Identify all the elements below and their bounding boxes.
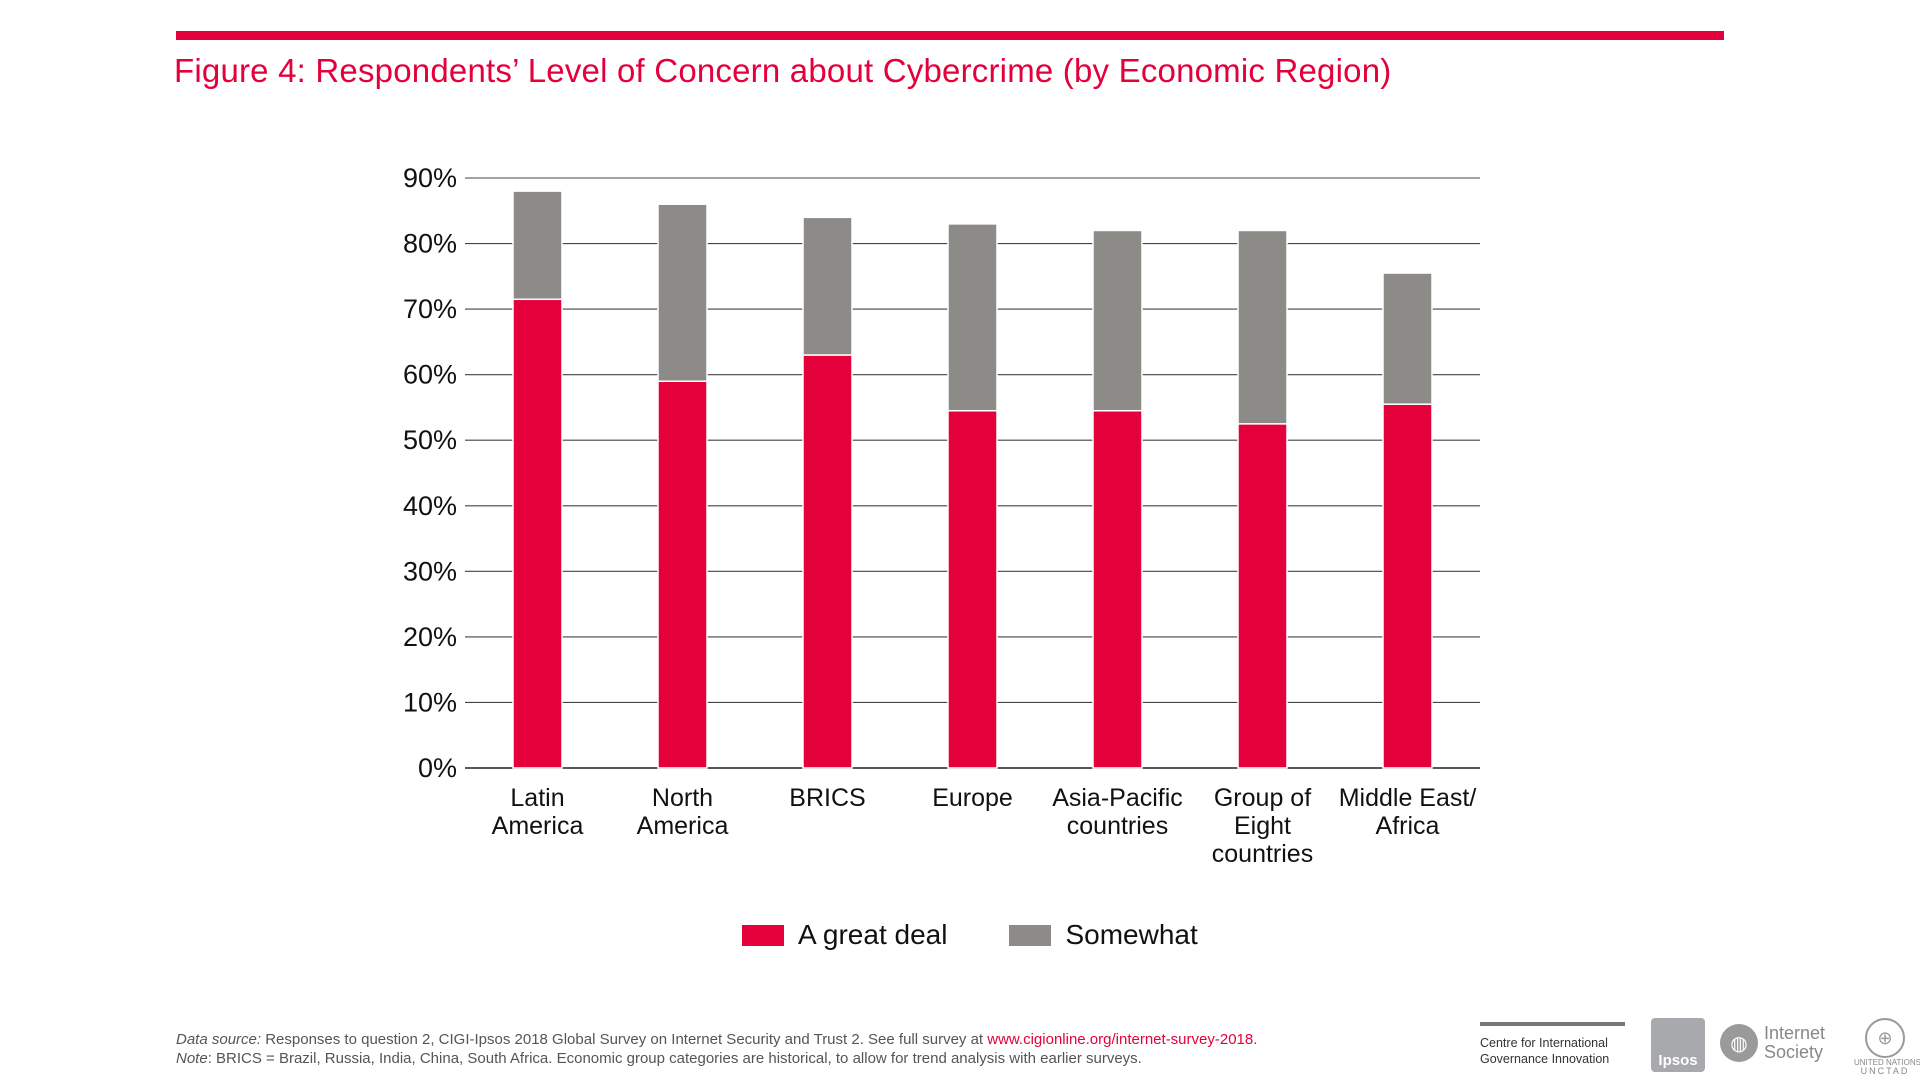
x-tick-label-4-0: Asia-Pacific bbox=[1052, 784, 1183, 812]
data-source-end: . bbox=[1253, 1031, 1258, 1048]
data-source-text: Responses to question 2, CIGI-Ipsos 2018… bbox=[261, 1031, 988, 1048]
un-line1: UNITED NATIONS bbox=[1854, 1058, 1920, 1067]
bar-great-deal-5 bbox=[1237, 423, 1288, 769]
x-tick-label-1-1: America bbox=[637, 812, 729, 840]
ipsos-logo: Ipsos bbox=[1651, 1018, 1705, 1072]
legend-item-somewhat: Somewhat bbox=[1009, 919, 1198, 951]
unctad-logo: ⊕ UNITED NATIONS UNCTAD bbox=[1854, 1018, 1920, 1076]
x-tick-label-5-0: Group of bbox=[1214, 784, 1311, 812]
data-source-label: Data source: bbox=[176, 1031, 262, 1048]
note-text: : BRICS = Brazil, Russia, India, China, … bbox=[207, 1050, 1142, 1067]
un-emblem-icon: ⊕ bbox=[1865, 1018, 1905, 1058]
legend: A great deal Somewhat bbox=[742, 919, 1260, 951]
x-tick-label-2-0: BRICS bbox=[789, 784, 865, 812]
y-tick-label-80: 80% bbox=[403, 229, 457, 259]
bar-somewhat-3 bbox=[947, 223, 998, 412]
legend-swatch-great-deal bbox=[742, 924, 784, 946]
isoc-line2: Society bbox=[1764, 1042, 1824, 1062]
x-tick-label-5-1: Eight bbox=[1234, 812, 1291, 840]
bar-somewhat-4 bbox=[1092, 229, 1143, 412]
logos: Centre for International Governance Inno… bbox=[1480, 1018, 1920, 1076]
chart: 0%10%20%30%40%50%60%70%80%90%LatinAmeric… bbox=[403, 163, 1480, 868]
y-tick-label-40: 40% bbox=[403, 491, 457, 521]
cigi-logo: Centre for International Governance Inno… bbox=[1480, 1022, 1625, 1067]
x-tick-label-1-0: North bbox=[652, 784, 713, 812]
y-tick-label-10: 10% bbox=[403, 687, 457, 717]
un-line2: UNCTAD bbox=[1860, 1066, 1910, 1076]
y-tick-label-60: 60% bbox=[403, 360, 457, 390]
survey-link[interactable]: www.cigionline.org/internet-survey-2018 bbox=[987, 1031, 1254, 1048]
x-tick-label-3-0: Europe bbox=[932, 784, 1013, 812]
note-line: Note: BRICS = Brazil, Russia, India, Chi… bbox=[176, 1049, 1257, 1068]
bar-great-deal-3 bbox=[947, 409, 998, 769]
x-tick-label-4-1: countries bbox=[1067, 812, 1168, 840]
isoc-line1: Internet bbox=[1764, 1023, 1826, 1043]
internet-society-logo: ◍ Internet Society bbox=[1720, 1024, 1825, 1062]
bar-great-deal-6 bbox=[1382, 403, 1433, 769]
data-source-line: Data source: Responses to question 2, CI… bbox=[176, 1030, 1257, 1049]
footer-notes: Data source: Responses to question 2, CI… bbox=[176, 1030, 1257, 1068]
bar-somewhat-5 bbox=[1237, 229, 1288, 425]
note-label: Note bbox=[176, 1050, 208, 1067]
y-tick-label-30: 30% bbox=[403, 556, 457, 586]
cigi-line1: Centre for International bbox=[1480, 1036, 1608, 1050]
x-tick-label-0-0: Latin bbox=[510, 784, 564, 812]
bar-somewhat-6 bbox=[1382, 272, 1433, 405]
figure-title: Figure 4: Respondents’ Level of Concern … bbox=[174, 52, 1392, 89]
top-rule bbox=[176, 31, 1724, 40]
globe-icon: ◍ bbox=[1720, 1024, 1758, 1062]
legend-swatch-somewhat bbox=[1009, 924, 1052, 946]
x-tick-label-6-0: Middle East/ bbox=[1339, 784, 1477, 812]
bar-somewhat-0 bbox=[512, 190, 563, 301]
legend-label-great-deal: A great deal bbox=[798, 919, 948, 950]
bar-somewhat-1 bbox=[657, 203, 708, 382]
y-tick-label-20: 20% bbox=[403, 622, 457, 652]
bar-great-deal-1 bbox=[657, 380, 708, 769]
bar-great-deal-2 bbox=[802, 354, 853, 769]
bar-great-deal-4 bbox=[1092, 409, 1143, 769]
x-tick-label-5-2: countries bbox=[1212, 840, 1313, 868]
bar-great-deal-0 bbox=[512, 298, 563, 769]
y-tick-label-0: 0% bbox=[418, 753, 457, 783]
y-tick-label-90: 90% bbox=[403, 163, 457, 193]
bar-somewhat-2 bbox=[802, 216, 853, 356]
legend-item-great-deal: A great deal bbox=[742, 919, 947, 951]
legend-label-somewhat: Somewhat bbox=[1065, 919, 1198, 950]
y-tick-label-70: 70% bbox=[403, 294, 457, 324]
x-tick-label-6-1: Africa bbox=[1376, 812, 1440, 840]
x-tick-label-0-1: America bbox=[492, 812, 584, 840]
cigi-line2: Governance Innovation bbox=[1480, 1052, 1610, 1066]
y-tick-label-50: 50% bbox=[403, 425, 457, 455]
